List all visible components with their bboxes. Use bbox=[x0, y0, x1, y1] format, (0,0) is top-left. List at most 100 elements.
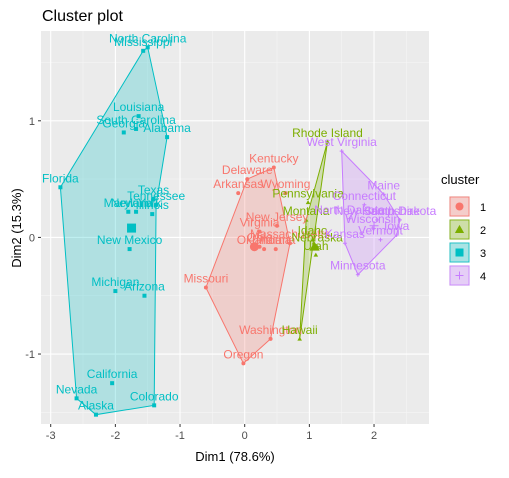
point-label: New York bbox=[111, 196, 163, 210]
data-point bbox=[273, 247, 278, 252]
legend-marker-4 bbox=[455, 271, 464, 280]
point-label: New Mexico bbox=[97, 233, 163, 247]
data-point bbox=[381, 192, 386, 197]
point-label: West Virginia bbox=[307, 135, 378, 149]
point-label: New Jersey bbox=[246, 210, 309, 224]
point-label: Virginia bbox=[240, 216, 280, 230]
point-label: Utah bbox=[303, 239, 328, 253]
point-label: South Carolina bbox=[96, 113, 176, 127]
data-point bbox=[271, 165, 276, 170]
legend-label: 3 bbox=[480, 248, 486, 260]
legend-title: cluster bbox=[441, 172, 480, 187]
data-point bbox=[375, 217, 380, 222]
point-label: Colorado bbox=[130, 389, 179, 403]
data-point bbox=[145, 45, 150, 50]
data-point bbox=[236, 191, 241, 196]
data-point bbox=[134, 126, 139, 131]
data-point bbox=[141, 48, 146, 53]
point-label: Alaska bbox=[78, 399, 114, 413]
point-label: Georgia bbox=[102, 116, 145, 130]
data-point bbox=[287, 241, 292, 246]
point-label: Kentucky bbox=[249, 151, 298, 165]
x-tick-label: -2 bbox=[110, 430, 120, 442]
point-label: California bbox=[87, 367, 138, 381]
data-point bbox=[268, 336, 273, 341]
x-tick-label: 0 bbox=[242, 430, 248, 442]
point-label: Wisconsin bbox=[345, 212, 400, 226]
point-label: Idaho bbox=[298, 224, 328, 238]
data-point bbox=[355, 272, 360, 277]
y-tick-label: -1 bbox=[25, 349, 35, 361]
data-point bbox=[151, 196, 156, 201]
data-point bbox=[152, 403, 157, 408]
data-point bbox=[241, 361, 246, 366]
point-label: Michigan bbox=[91, 275, 139, 289]
data-points bbox=[58, 45, 402, 417]
point-label: Vermont bbox=[358, 224, 403, 238]
point-label: Rhode Island bbox=[292, 126, 363, 140]
data-point bbox=[275, 223, 280, 228]
data-point bbox=[127, 247, 132, 252]
grid-lines bbox=[41, 31, 429, 424]
point-label: Maine bbox=[367, 178, 400, 192]
data-point bbox=[126, 209, 131, 214]
point-label: Iowa bbox=[384, 219, 410, 233]
point-label: Delaware bbox=[222, 163, 273, 177]
point-label: Massachusetts bbox=[250, 227, 330, 241]
data-point bbox=[342, 241, 347, 246]
data-point bbox=[378, 237, 383, 242]
point-label: Nebraska bbox=[291, 231, 343, 245]
point-label: Alabama bbox=[143, 121, 191, 135]
data-point bbox=[347, 216, 352, 221]
data-point bbox=[245, 177, 250, 182]
data-point bbox=[362, 202, 367, 207]
data-point bbox=[394, 233, 399, 238]
x-tick-label: -3 bbox=[46, 430, 56, 442]
data-point bbox=[257, 229, 262, 234]
legend-label: 1 bbox=[480, 202, 486, 214]
point-label: Connecticut bbox=[333, 189, 397, 203]
point-label: Ohio bbox=[247, 231, 273, 245]
data-point bbox=[397, 217, 402, 222]
data-point bbox=[58, 185, 63, 190]
data-point bbox=[303, 217, 309, 222]
point-label: Florida bbox=[42, 171, 79, 185]
x-tick-label: 2 bbox=[371, 430, 377, 442]
data-point bbox=[310, 237, 315, 242]
data-point bbox=[93, 412, 98, 417]
point-label: Arkansas bbox=[213, 177, 263, 191]
x-tick-label: 1 bbox=[306, 430, 312, 442]
y-tick-label: 0 bbox=[29, 232, 35, 244]
point-label: Tennessee bbox=[127, 189, 185, 203]
data-point bbox=[165, 135, 170, 140]
point-label: Missouri bbox=[184, 272, 229, 286]
chart-title: Cluster plot bbox=[42, 8, 123, 25]
cluster-center-1 bbox=[249, 242, 259, 252]
x-axis-ticks: -3 -2 -1 0 1 2 bbox=[46, 424, 377, 442]
data-point bbox=[136, 114, 141, 119]
point-label: Illinois bbox=[136, 198, 169, 212]
y-axis-ticks: -1 0 1 bbox=[25, 116, 41, 361]
data-point bbox=[121, 130, 126, 135]
x-axis-label: Dim1 (78.6%) bbox=[195, 449, 274, 464]
point-label: Mississippi bbox=[114, 35, 172, 49]
plot-panel bbox=[41, 31, 429, 424]
cluster-center-3 bbox=[127, 223, 137, 233]
point-label: Maryland bbox=[104, 196, 153, 210]
data-point bbox=[325, 139, 330, 144]
point-label: New Hampshire bbox=[335, 204, 421, 218]
point-label: Pennsylvania bbox=[272, 186, 344, 200]
point-label: Kansas bbox=[325, 227, 365, 241]
data-point bbox=[305, 200, 311, 205]
data-point bbox=[134, 209, 139, 214]
data-point bbox=[154, 202, 159, 207]
point-label: North Dakota bbox=[314, 203, 385, 217]
y-axis-label: Dim2 (15.3%) bbox=[9, 188, 24, 267]
point-label: Indiana bbox=[256, 233, 296, 247]
x-tick-label: -1 bbox=[175, 430, 185, 442]
data-point bbox=[297, 336, 302, 341]
point-label: South Dakota bbox=[364, 204, 437, 218]
point-label: Louisiana bbox=[113, 100, 165, 114]
